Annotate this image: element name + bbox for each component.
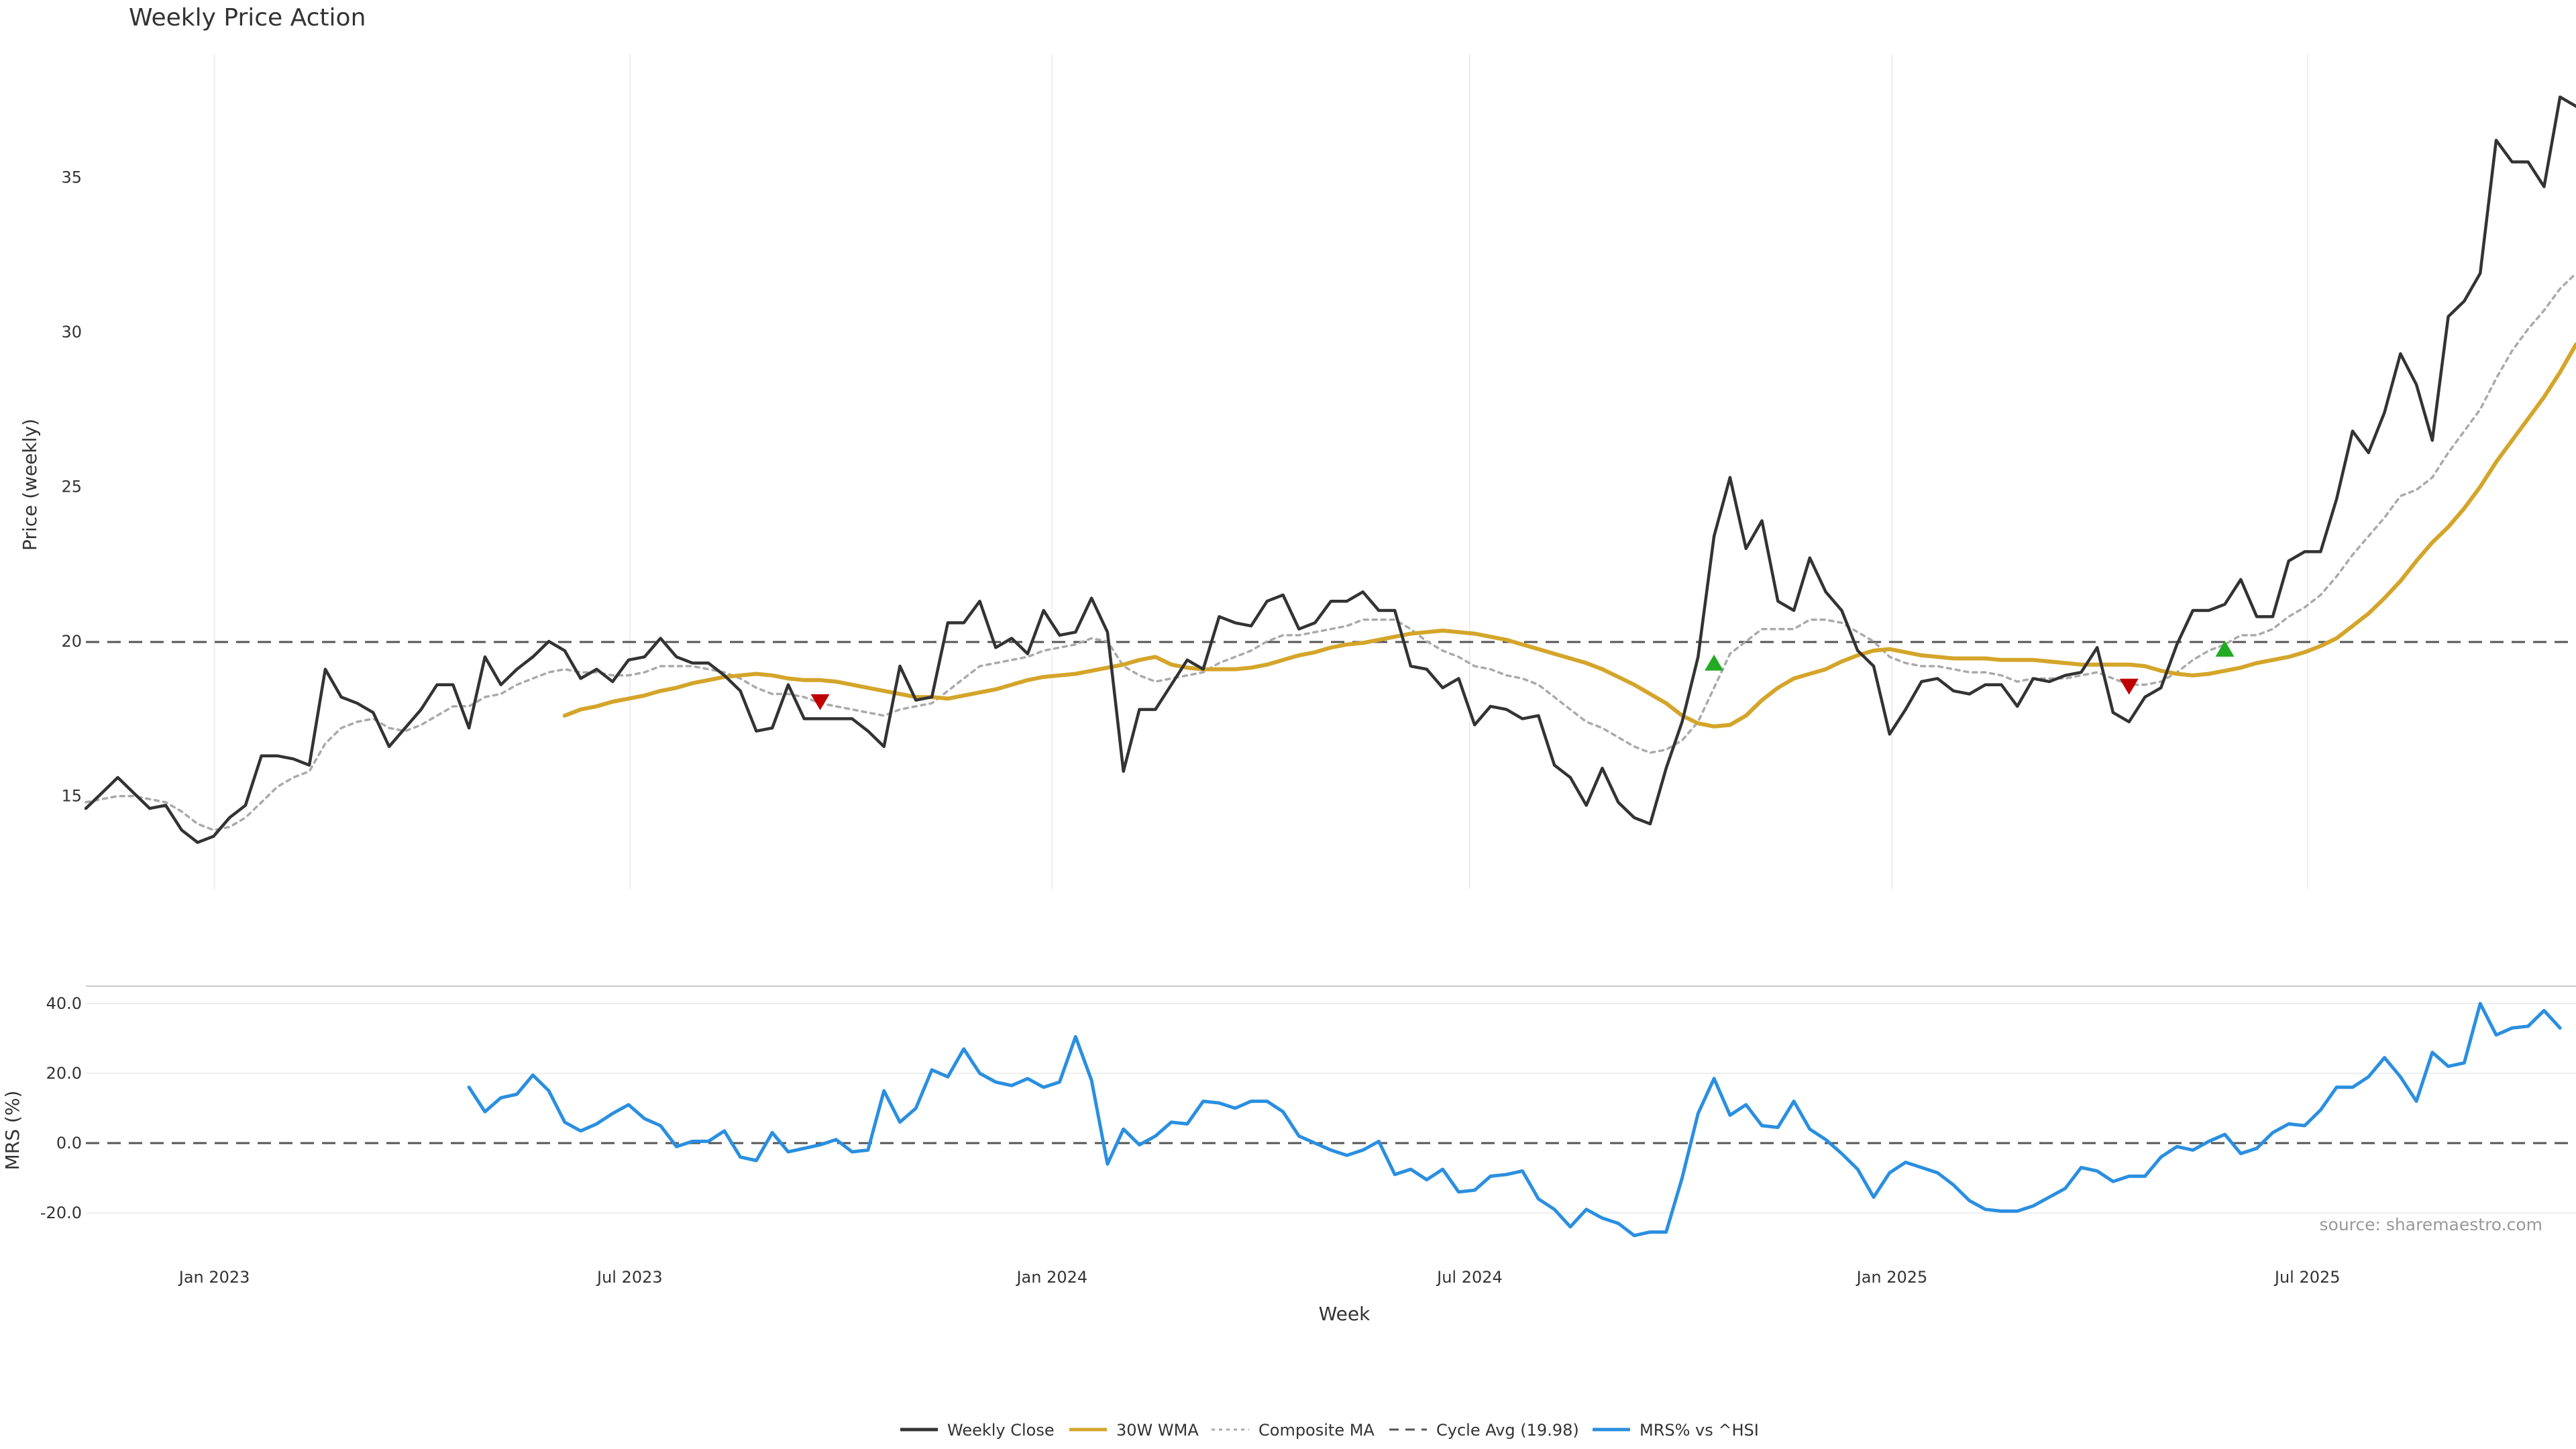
legend-label: MRS% vs ^HSI bbox=[1640, 1421, 1759, 1440]
price-y-tick-label: 30 bbox=[61, 323, 82, 341]
series-weekly-close bbox=[84, 95, 2576, 845]
price-panel: 15 20 25 30 35 Price (weekly) bbox=[19, 54, 2576, 889]
legend-label: 30W WMA bbox=[1116, 1421, 1199, 1440]
series-composite-ma bbox=[85, 272, 2576, 832]
price-y-ticks: 15 20 25 30 35 bbox=[61, 168, 82, 805]
legend-item: Weekly Close bbox=[900, 1421, 1055, 1440]
price-y-tick-label: 35 bbox=[61, 168, 82, 186]
mrs-series-group bbox=[467, 1002, 2562, 1238]
price-y-tick-label: 25 bbox=[61, 478, 82, 496]
x-tick-label: Jul 2023 bbox=[596, 1268, 663, 1287]
sell-signal-marker bbox=[2119, 678, 2139, 695]
legend-item: Cycle Avg (19.98) bbox=[1389, 1421, 1579, 1440]
buy-signal-marker bbox=[1705, 654, 1724, 671]
signal-markers bbox=[810, 641, 2235, 710]
price-y-tick-label: 20 bbox=[61, 632, 82, 651]
mrs-gridlines bbox=[86, 1003, 2576, 1214]
mrs-y-tick-label: 40.0 bbox=[46, 994, 82, 1013]
sell-signal-marker bbox=[810, 694, 830, 710]
buy-signal-marker bbox=[2215, 641, 2235, 657]
mrs-y-tick-label: 20.0 bbox=[46, 1064, 82, 1083]
x-tick-label: Jul 2025 bbox=[2273, 1268, 2341, 1287]
legend-label: Composite MA bbox=[1258, 1421, 1375, 1440]
series-30w-wma bbox=[562, 342, 2576, 729]
price-y-axis-label: Price (weekly) bbox=[19, 419, 41, 551]
x-tick-label: Jan 2023 bbox=[178, 1268, 250, 1287]
x-tick-label: Jul 2024 bbox=[1436, 1268, 1503, 1287]
source-attribution: source: sharemaestro.com bbox=[2320, 1215, 2543, 1234]
legend-item: MRS% vs ^HSI bbox=[1593, 1421, 1759, 1440]
mrs-panel: -20.0 0.0 20.0 40.0 MRS (%) source: sharema… bbox=[1, 985, 2576, 1238]
legend: Weekly Close 30W WMA Composite MA Cycle Avg… bbox=[900, 1421, 1759, 1440]
x-tick-label: Jan 2024 bbox=[1015, 1268, 1087, 1287]
price-series-group bbox=[84, 95, 2576, 845]
x-axis-ticks: Jan 2023 Jul 2023 Jan 2024 Jul 2024 Jan 2025… bbox=[178, 1268, 2341, 1287]
mrs-y-tick-label: -20.0 bbox=[40, 1203, 82, 1222]
legend-item: Composite MA bbox=[1212, 1421, 1375, 1440]
series-mrs-vs-hsi bbox=[467, 1002, 2562, 1238]
mrs-y-tick-label: 0.0 bbox=[56, 1134, 82, 1152]
legend-label: Weekly Close bbox=[947, 1421, 1055, 1440]
price-gridlines bbox=[213, 54, 2308, 889]
legend-item: 30W WMA bbox=[1069, 1421, 1199, 1440]
mrs-y-ticks: -20.0 0.0 20.0 40.0 bbox=[40, 994, 82, 1222]
legend-label: Cycle Avg (19.98) bbox=[1436, 1421, 1579, 1440]
mrs-y-axis-label: MRS (%) bbox=[1, 1091, 23, 1171]
x-tick-label: Jan 2025 bbox=[1856, 1268, 1928, 1287]
price-y-tick-label: 15 bbox=[61, 787, 82, 806]
chart-title: Weekly Price Action bbox=[129, 4, 366, 32]
x-axis-label: Week bbox=[1319, 1303, 1371, 1325]
